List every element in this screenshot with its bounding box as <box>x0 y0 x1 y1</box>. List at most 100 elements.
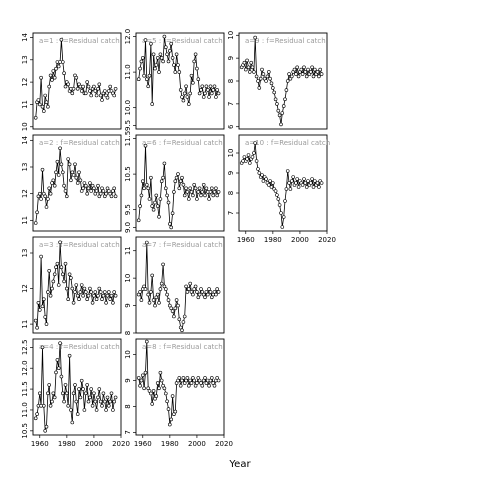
data-point <box>245 58 249 63</box>
y-tick-label: 7 <box>124 430 132 434</box>
data-point <box>197 186 202 191</box>
data-point <box>56 283 61 287</box>
data-point <box>191 193 195 198</box>
data-point <box>187 102 191 106</box>
panel-6: 9.0 9.5 10.5 11.5 a=6 : f=Residual catch <box>124 131 225 233</box>
data-point <box>207 287 211 291</box>
data-point <box>113 395 118 400</box>
data-point <box>159 281 164 286</box>
x-tick-label: 1980 <box>161 440 179 448</box>
data-point <box>74 175 79 180</box>
data-point <box>54 265 58 270</box>
data-point <box>44 424 49 429</box>
data-point <box>138 383 142 388</box>
data-point <box>246 65 251 70</box>
data-point <box>275 193 279 197</box>
series-line <box>138 242 219 332</box>
data-point <box>112 186 116 191</box>
data-point <box>199 88 203 92</box>
data-point <box>78 290 83 294</box>
data-point <box>159 56 164 60</box>
data-point <box>210 376 214 380</box>
data-point <box>182 193 187 198</box>
data-point <box>39 254 43 259</box>
data-point <box>85 297 89 302</box>
data-point <box>141 56 145 60</box>
y-tick-label: 10 <box>227 31 235 40</box>
x-tick-label: 1980 <box>264 236 282 244</box>
y-tick-label: 9.5 <box>124 204 132 215</box>
data-point <box>84 183 88 188</box>
data-point <box>69 178 73 183</box>
data-point <box>180 175 184 180</box>
data-point <box>203 295 207 300</box>
data-point <box>256 79 260 83</box>
data-point <box>177 317 182 322</box>
data-point <box>146 84 150 89</box>
data-point <box>62 399 66 404</box>
data-point <box>261 72 266 76</box>
data-point <box>73 290 77 294</box>
y-tick-label: 9.0 <box>124 222 132 233</box>
data-point <box>157 215 161 219</box>
data-point <box>296 185 301 189</box>
data-point <box>33 416 38 421</box>
data-point <box>138 66 142 71</box>
data-point <box>318 67 323 72</box>
data-point <box>284 88 289 92</box>
data-point <box>58 240 62 245</box>
data-point <box>143 287 148 291</box>
data-point <box>143 38 148 42</box>
data-point <box>249 60 253 65</box>
data-point <box>79 378 84 383</box>
data-point <box>150 102 154 106</box>
data-point <box>47 186 52 191</box>
data-point <box>168 303 172 308</box>
data-point <box>149 290 153 294</box>
data-point <box>177 376 182 380</box>
data-point <box>310 177 314 181</box>
data-point <box>104 300 108 305</box>
y-tick-label: 10.5 <box>21 423 29 439</box>
data-point <box>75 412 80 416</box>
y-tick-label: 8 <box>227 191 235 195</box>
data-point <box>256 167 260 171</box>
data-point <box>315 70 320 74</box>
data-point <box>36 98 41 102</box>
y-tick-label: 11 <box>124 246 132 255</box>
y-tick-label: 8 <box>124 331 132 335</box>
data-point <box>101 293 106 298</box>
data-point <box>52 183 57 188</box>
data-point <box>210 295 214 300</box>
y-tick-label: 11.0 <box>124 64 132 80</box>
data-point <box>138 290 142 294</box>
data-point <box>46 290 50 294</box>
data-point <box>281 215 286 219</box>
data-point <box>311 74 316 79</box>
data-point <box>299 67 304 72</box>
data-point <box>70 286 75 291</box>
data-point <box>200 190 205 194</box>
data-point <box>145 240 149 245</box>
data-point <box>94 297 99 302</box>
data-point <box>52 395 57 400</box>
data-point <box>284 187 289 191</box>
data-point <box>196 77 201 81</box>
data-point <box>96 87 100 91</box>
data-point <box>63 261 68 266</box>
data-point <box>195 290 199 294</box>
y-tick-label: 12.0 <box>21 360 29 376</box>
data-point <box>139 59 144 64</box>
data-point <box>71 173 76 177</box>
panel-frame <box>32 134 122 232</box>
data-point <box>109 293 114 298</box>
data-point <box>300 183 305 187</box>
data-point <box>103 89 107 93</box>
data-point <box>113 87 118 91</box>
data-point <box>173 70 178 74</box>
data-point <box>173 306 178 311</box>
panel-frame <box>135 32 225 130</box>
data-point <box>143 370 148 375</box>
data-point <box>166 59 171 64</box>
data-point <box>174 52 179 57</box>
